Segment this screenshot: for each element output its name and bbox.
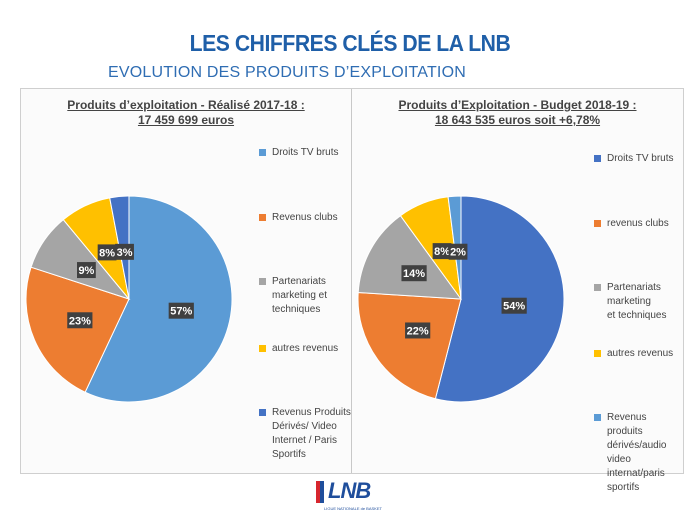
legend-label: Droits TV bruts	[607, 153, 674, 164]
data-label: 22%	[407, 325, 429, 337]
data-label-box	[432, 243, 452, 260]
data-label-box	[115, 243, 134, 260]
legend-item: Partenariats marketing et techniques	[594, 281, 683, 323]
legend-swatch	[259, 149, 266, 156]
legend-swatch	[594, 350, 601, 357]
data-label: 8%	[99, 247, 115, 259]
chart-panel-2017-18: Produits d’exploitation - Réalisé 2017-1…	[21, 89, 351, 473]
legend-label: techniques	[272, 304, 321, 315]
data-label-box	[401, 265, 427, 282]
chart-title-2018-19: Produits d’Exploitation - Budget 2018-19…	[352, 98, 683, 128]
legend-swatch	[594, 155, 601, 162]
legend-swatch	[259, 278, 266, 285]
legend-swatch	[594, 220, 601, 227]
legend-label: Sportifs	[272, 449, 306, 460]
pie-slice-2	[25, 266, 130, 393]
legend-item: Droits TV bruts	[259, 146, 339, 160]
data-label-box	[97, 244, 117, 261]
data-label: 54%	[503, 301, 525, 313]
lnb-logo: LNB LIGUE NATIONALE de BASKET	[316, 478, 386, 518]
data-label-box	[67, 312, 93, 329]
legend-item: autres revenus	[259, 342, 338, 356]
legend-label: revenus clubs	[607, 218, 669, 229]
legend-item: autres revenus	[594, 347, 673, 361]
pie-chart-2017-18: 57% 23% 9% 8% 3%	[25, 195, 233, 403]
legend-swatch	[259, 345, 266, 352]
pie-slice-2	[357, 292, 462, 400]
legend-item: Revenus Produits Dérivés/ Video Internet /…	[259, 406, 351, 462]
data-label-box	[501, 297, 527, 314]
legend-item: Droits TV bruts	[594, 152, 674, 166]
logo-subtext: LIGUE NATIONALE de BASKET	[324, 506, 382, 511]
data-label: 3%	[117, 247, 133, 259]
data-label: 23%	[69, 315, 91, 327]
legend-label: marketing et	[272, 290, 328, 301]
legend-label: Revenus produits	[607, 412, 647, 437]
legend-item: revenus clubs	[594, 217, 669, 231]
data-label-box	[405, 322, 431, 339]
data-label-box	[77, 262, 96, 279]
pie-slice-1	[434, 195, 565, 403]
legend-label: Droits TV bruts	[272, 147, 339, 158]
data-label: 57%	[170, 306, 192, 318]
chart-title-total: 17 459 699 euros	[137, 113, 235, 127]
pie-slice-1	[84, 195, 233, 403]
legend-item: Revenus produits dérivés/audio video inter…	[594, 411, 683, 495]
page-subtitle: EVOLUTION DES PRODUITS D’EXPLOITATION	[108, 64, 466, 81]
legend-label: internat/paris sportifs	[607, 468, 665, 493]
chart-title-total: 18 643 535 euros soit +6,78%	[434, 113, 601, 127]
legend-label: Revenus Produits	[272, 407, 351, 418]
legend-item: Partenariats marketing et techniques	[259, 275, 327, 317]
legend-label: Revenus clubs	[272, 212, 338, 223]
legend-label: Partenariats marketing	[607, 282, 661, 307]
chart-title-2017-18: Produits d’exploitation - Réalisé 2017-1…	[21, 98, 351, 128]
data-label-box	[168, 302, 194, 319]
page-title: LES CHIFFRES CLÉS DE LA LNB	[189, 30, 511, 56]
basketball-player-icon	[316, 481, 324, 503]
panel-divider	[351, 89, 352, 473]
chart-panel-2018-19: Produits d’Exploitation - Budget 2018-19…	[352, 89, 683, 493]
legend-item: Revenus clubs	[259, 211, 338, 225]
legend-label: et techniques	[607, 310, 667, 321]
legend-label: Partenariats	[272, 276, 326, 287]
legend-swatch	[259, 409, 266, 416]
logo-wordmark: LNB	[328, 478, 371, 503]
chart-title-line: Produits d’exploitation - Réalisé 2017-1…	[67, 98, 305, 112]
data-label: 14%	[403, 268, 425, 280]
legend-label: Internet / Paris	[272, 435, 338, 446]
legend-label: dérivés/audio video	[607, 440, 667, 465]
legend-label: autres revenus	[607, 348, 674, 359]
legend-label: autres revenus	[272, 343, 339, 354]
legend-label: Dérivés/ Video	[272, 421, 337, 432]
data-label: 2%	[450, 247, 466, 259]
pie-slice-3	[357, 214, 463, 300]
legend-swatch	[594, 284, 601, 291]
data-label: 8%	[434, 246, 450, 258]
charts-frame: Produits d’exploitation - Réalisé 2017-1…	[20, 88, 684, 493]
legend-swatch	[594, 414, 601, 421]
data-label-box	[448, 243, 468, 260]
legend-swatch	[259, 214, 266, 221]
pie-chart-2018-19: 54% 22% 14% 8% 2%	[357, 195, 565, 403]
chart-title-line: Produits d’Exploitation - Budget 2018-19…	[398, 98, 637, 112]
data-label: 9%	[78, 265, 94, 277]
